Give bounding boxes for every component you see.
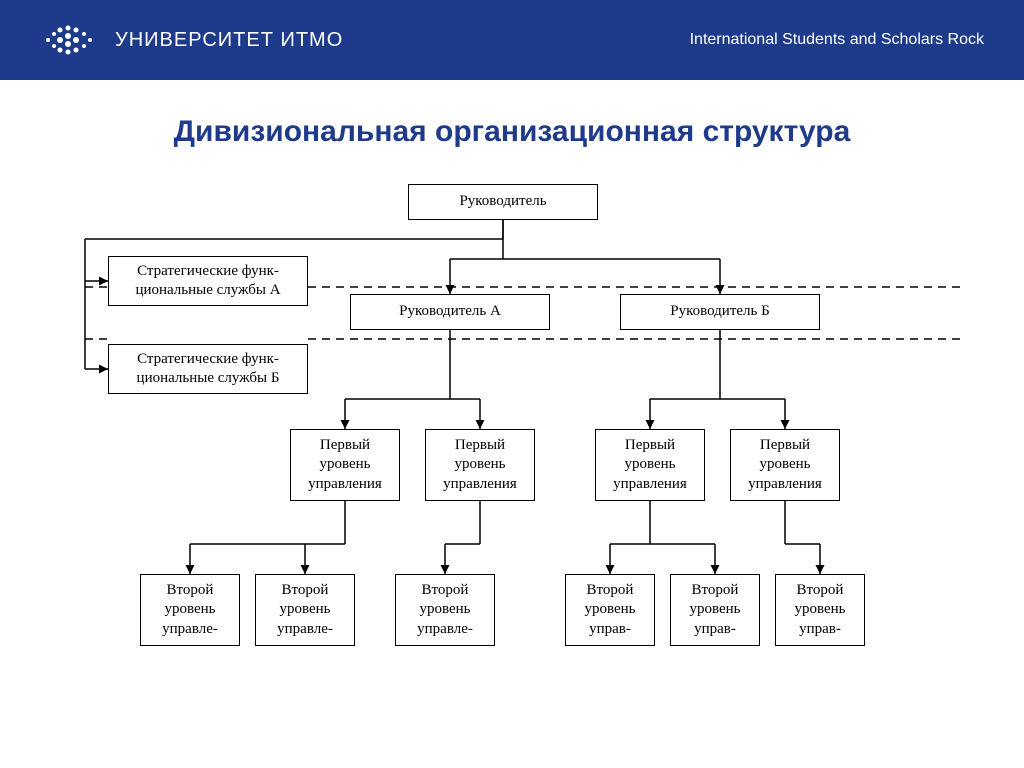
node-root: Руководитель	[408, 184, 598, 220]
header-subtitle: International Students and Scholars Rock	[690, 31, 984, 49]
node-leadB: Руководитель Б	[620, 294, 820, 330]
node-l2a1: Второйуровеньуправле-	[140, 574, 240, 646]
logo-area: УНИВЕРСИТЕТ ИТМО	[40, 20, 343, 60]
node-l1a1: Первыйуровеньуправления	[290, 429, 400, 501]
node-l1b1: Первыйуровеньуправления	[595, 429, 705, 501]
node-l2b1: Второйуровеньуправ-	[565, 574, 655, 646]
node-leadA: Руководитель А	[350, 294, 550, 330]
org-chart: Руководитель Стратегические функ-циональн…	[0, 174, 1024, 734]
node-l1b2: Первыйуровеньуправления	[730, 429, 840, 501]
node-l1a2: Первыйуровеньуправления	[425, 429, 535, 501]
brand-text: УНИВЕРСИТЕТ ИТМО	[115, 29, 343, 52]
node-l2a2: Второйуровеньуправле-	[255, 574, 355, 646]
node-l2b3: Второйуровеньуправ-	[775, 574, 865, 646]
node-sfB: Стратегические функ-циональные службы Б	[108, 344, 308, 394]
node-sfA: Стратегические функ-циональные службы А	[108, 256, 308, 306]
page-title: Дивизиональная организационная структура	[0, 115, 1024, 149]
node-l2b2: Второйуровеньуправ-	[670, 574, 760, 646]
header-bar: УНИВЕРСИТЕТ ИТМО International Students …	[0, 0, 1024, 80]
node-l2a3: Второйуровеньуправле-	[395, 574, 495, 646]
itmo-logo-icon	[40, 20, 100, 60]
